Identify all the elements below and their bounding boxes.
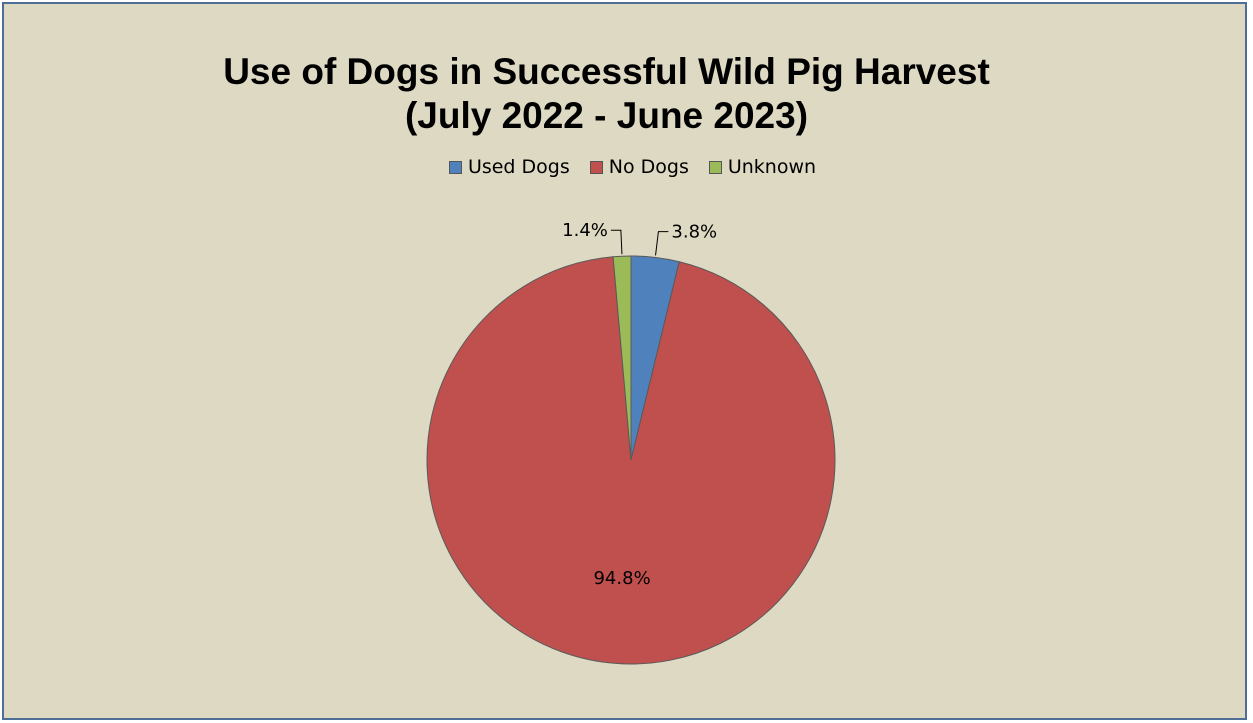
legend-swatch-no-dogs (589, 160, 603, 174)
chart-title: Use of Dogs in Successful Wild Pig Harve… (0, 50, 1213, 138)
pie-slice-unknown (612, 255, 632, 461)
data-labels: 3.8% 94.8% 1.4% (562, 220, 717, 589)
pie-slices (426, 255, 836, 665)
data-label-no-dogs: 94.8% (593, 568, 650, 589)
legend: Used Dogs No Dogs Unknown (0, 156, 1253, 178)
pie-slice-no-dogs (426, 256, 836, 665)
legend-item-unknown: Unknown (708, 156, 817, 178)
leader-lines (610, 229, 669, 256)
leader-line-unknown (610, 229, 623, 255)
legend-label-no-dogs: No Dogs (608, 156, 689, 178)
legend-swatch-unknown (708, 160, 722, 174)
leader-line-used-dogs (655, 231, 669, 256)
legend-label-unknown: Unknown (727, 156, 817, 178)
chart-title-line2: (July 2022 - June 2023) (404, 95, 809, 136)
legend-item-used-dogs: Used Dogs (448, 156, 570, 178)
legend-item-no-dogs: No Dogs (589, 156, 689, 178)
data-label-unknown: 1.4% (562, 220, 608, 241)
legend-label-used-dogs: Used Dogs (467, 156, 570, 178)
legend-swatch-used-dogs (448, 160, 462, 174)
data-label-used-dogs: 3.8% (671, 222, 717, 243)
chart-title-line1: Use of Dogs in Successful Wild Pig Harve… (223, 51, 990, 92)
